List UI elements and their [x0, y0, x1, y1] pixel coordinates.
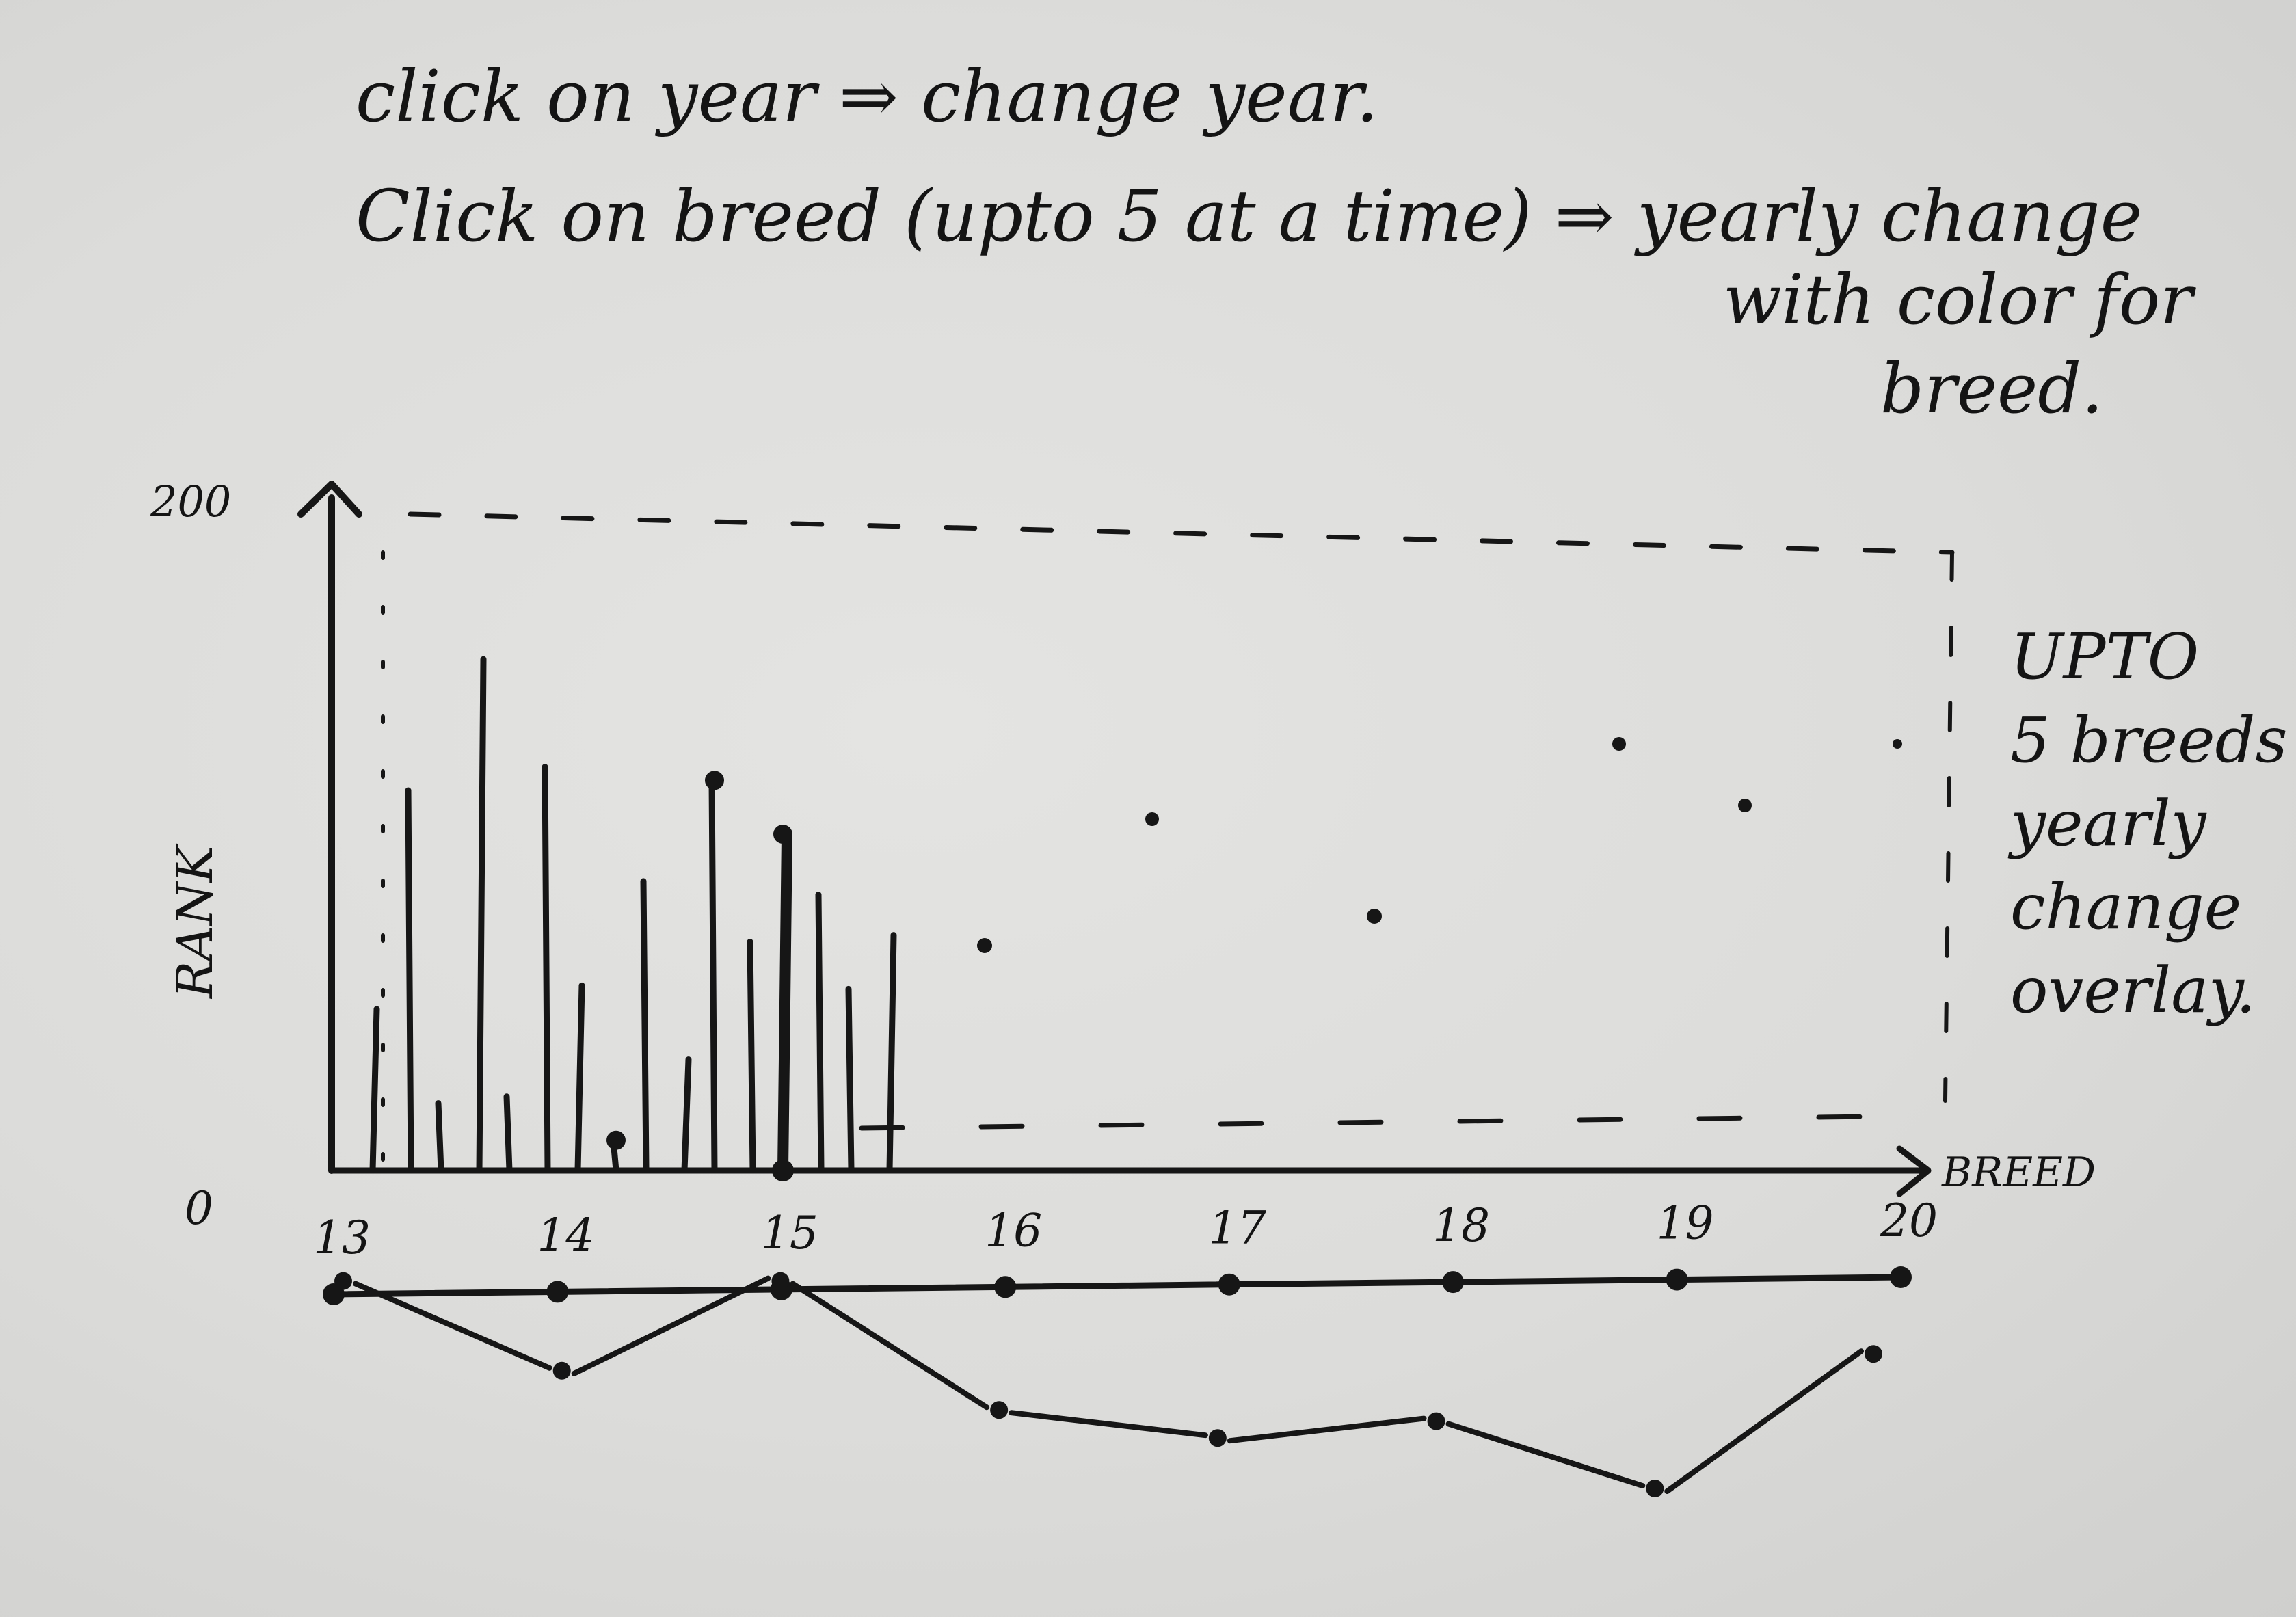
side-note-line: change: [2010, 870, 2242, 944]
plot-frame-right: [1943, 550, 1954, 1103]
trend-point: [1646, 1480, 1664, 1497]
side-annotation: UPTO 5 breeds yearly change overlay.: [2010, 615, 2288, 1032]
scatter-dot: [1145, 812, 1159, 826]
bar: [681, 1056, 692, 1174]
bar: [747, 938, 756, 1174]
bar: [476, 656, 487, 1174]
bar: [886, 932, 897, 1174]
bar: [708, 777, 718, 1174]
year-label[interactable]: 13: [313, 1212, 371, 1264]
x-axis-arrow: [1896, 1145, 1932, 1197]
scatter-dot: [1893, 739, 1902, 749]
instruction-click-breed: Click on breed (upto 5 at a time) ⇒ year…: [356, 174, 2143, 258]
bar-cap: [705, 771, 724, 790]
year-point[interactable]: [1666, 1268, 1688, 1291]
instruction-click-year: click on year ⇒ change year.: [356, 55, 1379, 138]
trend-segment: [571, 1275, 771, 1376]
year-label[interactable]: 16: [985, 1204, 1042, 1257]
trend-segment: [1445, 1421, 1646, 1488]
trend-point: [1208, 1429, 1227, 1447]
x-axis-label: BREED: [1941, 1149, 2096, 1197]
trend-point: [990, 1401, 1009, 1419]
y-axis-label: RANK: [166, 843, 224, 1000]
side-note-line: UPTO: [2010, 620, 2200, 693]
bar: [777, 829, 792, 1176]
trend-segment: [1664, 1348, 1864, 1494]
scatter-dots: [977, 737, 1902, 953]
year-timeline-labels: 13 14 15 16 17 18 19 20: [313, 1194, 1938, 1264]
plot-frame-top: [408, 511, 1955, 555]
scatter-dot: [1738, 799, 1752, 812]
bar: [405, 787, 414, 1174]
year-label[interactable]: 17: [1209, 1202, 1266, 1255]
year-point[interactable]: [994, 1276, 1017, 1298]
year-point[interactable]: [1442, 1271, 1465, 1294]
trend-point: [771, 1272, 790, 1290]
y-tick-0: 0: [185, 1182, 213, 1235]
trend-segment: [353, 1281, 552, 1371]
year-label[interactable]: 19: [1657, 1197, 1714, 1250]
year-label[interactable]: 14: [537, 1209, 594, 1261]
year-label[interactable]: 20: [1880, 1194, 1938, 1247]
year-timeline: [330, 1274, 1904, 1298]
bar-cap: [773, 825, 792, 844]
side-note-line: 5 breeds: [2010, 704, 2288, 777]
year-point[interactable]: [1218, 1273, 1240, 1296]
scatter-dot: [1612, 737, 1626, 751]
scatter-dot: [977, 938, 992, 953]
year-label[interactable]: 18: [1432, 1199, 1490, 1252]
bar: [574, 982, 585, 1174]
instruction-breed-end: breed.: [1880, 349, 2103, 429]
bar-base-dot: [772, 1160, 794, 1181]
year-timeline-points: [323, 1266, 1912, 1305]
bar-marks: [369, 656, 897, 1181]
instruction-breed-color: with color for: [1723, 260, 2193, 340]
y-axis-arrow: [297, 481, 362, 518]
trend-point: [552, 1361, 571, 1380]
trend-line: [334, 1272, 1882, 1497]
trend-point: [1865, 1345, 1882, 1363]
year-label[interactable]: 15: [761, 1207, 818, 1259]
side-note-line: yearly: [2010, 787, 2206, 860]
bar: [542, 764, 551, 1174]
side-note-line: overlay.: [2010, 954, 2256, 1027]
trend-point: [1427, 1412, 1445, 1430]
trend-segment: [1227, 1415, 1427, 1444]
year-point[interactable]: [1890, 1266, 1912, 1288]
trend-segment: [1009, 1410, 1208, 1439]
scatter-dot: [1367, 909, 1382, 924]
bar: [369, 1006, 380, 1174]
bar: [815, 892, 825, 1174]
bar: [845, 985, 855, 1174]
bar: [640, 878, 650, 1174]
bar-cap: [606, 1130, 626, 1150]
trend-segment: [790, 1281, 990, 1411]
y-tick-200: 200: [150, 477, 231, 526]
bar: [435, 1100, 444, 1174]
trend-point: [334, 1272, 352, 1290]
bar: [503, 1093, 513, 1174]
plot-frame-bottom: [859, 1113, 1938, 1131]
year-point[interactable]: [546, 1281, 569, 1303]
